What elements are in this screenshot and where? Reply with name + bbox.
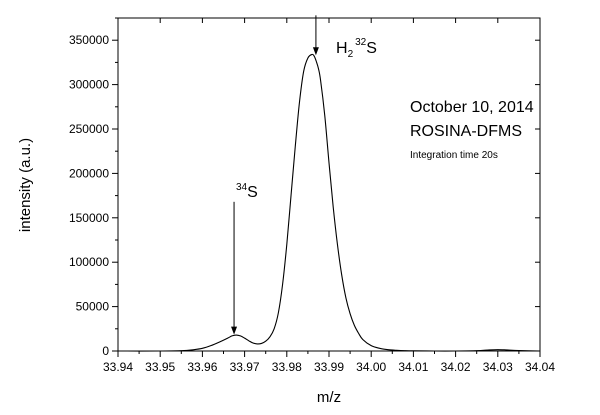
x-tick-label: 33.97 <box>230 360 260 374</box>
y-tick-label: 250000 <box>69 122 109 136</box>
plot-frame <box>117 17 541 352</box>
y-tick-label: 200000 <box>69 166 109 180</box>
y-tick-label: 300000 <box>69 78 109 92</box>
peak-annotations <box>231 15 319 335</box>
x-axis-title: m/z <box>317 389 341 406</box>
annotation-arrow-head <box>312 47 319 56</box>
y-tick-label: 0 <box>102 344 109 358</box>
y-axis-title: intensity (a.u.) <box>17 138 34 232</box>
y-tick-label: 50000 <box>76 300 110 314</box>
annotation-arrow-head <box>231 326 238 335</box>
x-tick-label: 33.96 <box>187 360 217 374</box>
x-tick-label: 33.94 <box>103 360 133 374</box>
x-tick-label: 33.98 <box>272 360 302 374</box>
h2s-peak-label: H232S <box>336 37 377 60</box>
x-axis-ticks: 33.94 33.95 33.96 33.97 33.98 33.99 34.00 34.01… <box>103 18 555 374</box>
x-tick-label: 34.02 <box>441 360 471 374</box>
x-tick-label: 33.95 <box>145 360 175 374</box>
date-text: October 10, 2014 <box>410 99 534 116</box>
x-tick-label: 34.00 <box>356 360 386 374</box>
x-tick-label: 34.03 <box>483 360 513 374</box>
y-tick-label: 350000 <box>69 33 109 47</box>
instrument-text: ROSINA-DFMS <box>410 123 522 140</box>
x-tick-label: 33.99 <box>314 360 344 374</box>
series-group <box>117 53 541 352</box>
integration-time-text: Integration time 20s <box>410 150 498 161</box>
x-tick-label: 34.01 <box>398 360 428 374</box>
x-tick-label: 34.04 <box>525 360 555 374</box>
s34-peak-label: 34S <box>236 182 258 201</box>
spectrum-line <box>117 53 541 352</box>
y-tick-label: 100000 <box>69 255 109 269</box>
y-tick-label: 150000 <box>69 211 109 225</box>
y-axis-ticks: 0 50000 100000 150000 200000 250000 300000 3500… <box>69 17 540 358</box>
